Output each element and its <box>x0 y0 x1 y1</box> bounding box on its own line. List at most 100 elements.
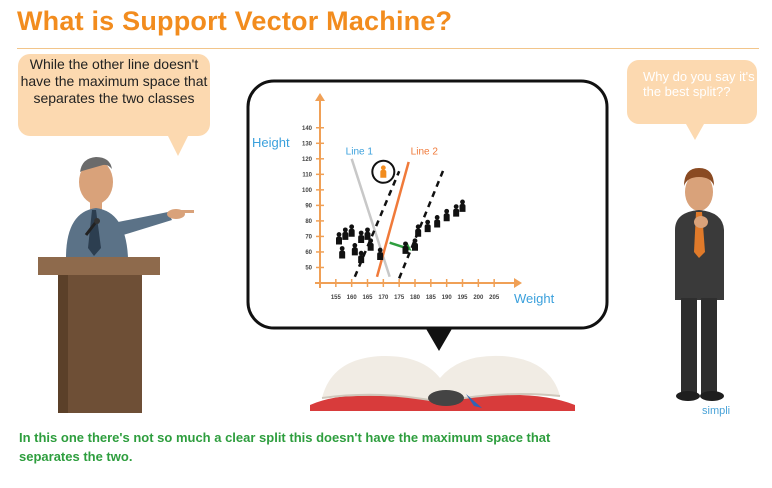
y-tick-label: 50 <box>305 265 312 271</box>
page-title: What is Support Vector Machine? <box>17 6 453 36</box>
speech-bubble-right-tail <box>686 124 704 140</box>
class-b-point <box>453 204 460 217</box>
class-a-point <box>348 224 355 237</box>
y-tick-label: 70 <box>305 234 312 240</box>
x-tick-label: 195 <box>457 295 468 301</box>
speech-bubble-left: While the other line doesn't have the ma… <box>18 54 210 136</box>
class-a-point <box>358 230 365 243</box>
person-head <box>339 246 345 251</box>
person-body <box>351 247 358 256</box>
person-body <box>336 236 342 245</box>
person-head <box>377 247 383 253</box>
person-body <box>453 208 460 217</box>
class-a-point <box>336 232 342 245</box>
x-tick-labels: 155 160 165 170 175 180 185 190 195 200 205 <box>331 279 500 301</box>
x-tick-label: 185 <box>426 295 437 301</box>
class-a-point <box>339 246 346 259</box>
person-body <box>434 219 441 228</box>
watermark-logo: simpli <box>702 405 731 417</box>
person-body <box>412 242 418 251</box>
person-body <box>358 255 365 264</box>
svm-scatter-chart: 155 160 165 170 175 180 185 190 195 200 205 50 60 70… <box>252 93 555 306</box>
class-a-point <box>367 238 374 251</box>
person-body <box>339 250 346 259</box>
y-tick-label: 140 <box>302 126 313 132</box>
class-a-point <box>377 247 384 261</box>
x-tick-label: 190 <box>442 295 453 301</box>
person-body <box>348 228 355 237</box>
person-body <box>377 252 384 261</box>
highlight-ring <box>371 159 396 184</box>
title-divider <box>17 48 759 49</box>
margin-line-left <box>398 169 445 279</box>
speech-bubble-right: Why do you say it's the best split?? <box>627 60 757 124</box>
person-head <box>415 224 421 230</box>
y-tick-label: 60 <box>305 250 312 256</box>
class-a-point <box>364 227 371 240</box>
person-body <box>459 203 466 212</box>
y-axis-arrow <box>315 93 325 101</box>
y-tick-label: 80 <box>305 219 312 225</box>
person-head <box>380 165 386 171</box>
person-head <box>365 227 370 233</box>
x-tick-label: 160 <box>347 295 358 301</box>
person-body <box>380 169 387 178</box>
person-head <box>352 243 358 248</box>
person-head <box>358 250 364 256</box>
person-body <box>443 213 450 222</box>
y-tick-label: 130 <box>302 141 313 147</box>
class-b-point <box>412 238 418 251</box>
person-head <box>434 215 440 220</box>
person-head <box>403 241 408 247</box>
podium <box>38 257 160 413</box>
x-tick-label: 170 <box>378 295 389 301</box>
y-tick-label: 120 <box>302 157 313 163</box>
x-tick-label: 200 <box>473 295 484 301</box>
class-b-point <box>434 215 441 228</box>
person-body <box>342 231 349 240</box>
x-tick-label: 165 <box>362 295 373 301</box>
person-head <box>349 224 355 230</box>
y-tick-label: 100 <box>302 188 313 194</box>
x-tick-label: 180 <box>410 295 421 301</box>
person-head <box>368 238 374 244</box>
person-body <box>358 234 365 243</box>
person-head <box>453 204 459 209</box>
screen-pointer <box>425 327 453 351</box>
y-tick-labels: 50 60 70 80 90 100 110 120 130 140 <box>302 126 324 271</box>
x-tick-label: 205 <box>489 295 500 301</box>
y-tick-label: 90 <box>305 203 312 209</box>
x-axis-arrow <box>514 278 522 288</box>
data-points <box>336 159 466 264</box>
person-head <box>336 232 342 237</box>
open-book <box>310 355 575 411</box>
class-b-point <box>415 224 422 237</box>
person-body <box>415 228 422 237</box>
y-tick-label: 110 <box>302 172 312 178</box>
person-head <box>460 199 465 205</box>
person-body <box>364 231 371 240</box>
class-a-point <box>342 227 349 240</box>
x-axis-label: Weight <box>514 291 555 306</box>
class-b-point <box>424 219 431 233</box>
class-b-point <box>402 241 409 254</box>
class-b-point <box>443 208 450 222</box>
class-a-point <box>358 250 365 264</box>
person-head <box>358 230 364 236</box>
line-2-label: Line 2 <box>411 146 439 157</box>
person-head <box>425 219 431 225</box>
person-body <box>424 224 431 233</box>
class-a-point <box>351 243 358 256</box>
person-body <box>367 242 374 251</box>
y-axis-label: Height <box>252 135 290 150</box>
speech-bubble-left-tail <box>168 136 188 156</box>
caption-text: In this one there's not so much a clear … <box>19 430 551 464</box>
highlighted-point <box>380 165 387 178</box>
line-1-label: Line 1 <box>346 146 374 157</box>
lecturer-figure <box>66 157 194 258</box>
class-b-point <box>459 199 466 212</box>
x-tick-label: 175 <box>394 295 405 301</box>
person-head <box>444 208 450 214</box>
x-tick-label: 155 <box>331 295 342 301</box>
